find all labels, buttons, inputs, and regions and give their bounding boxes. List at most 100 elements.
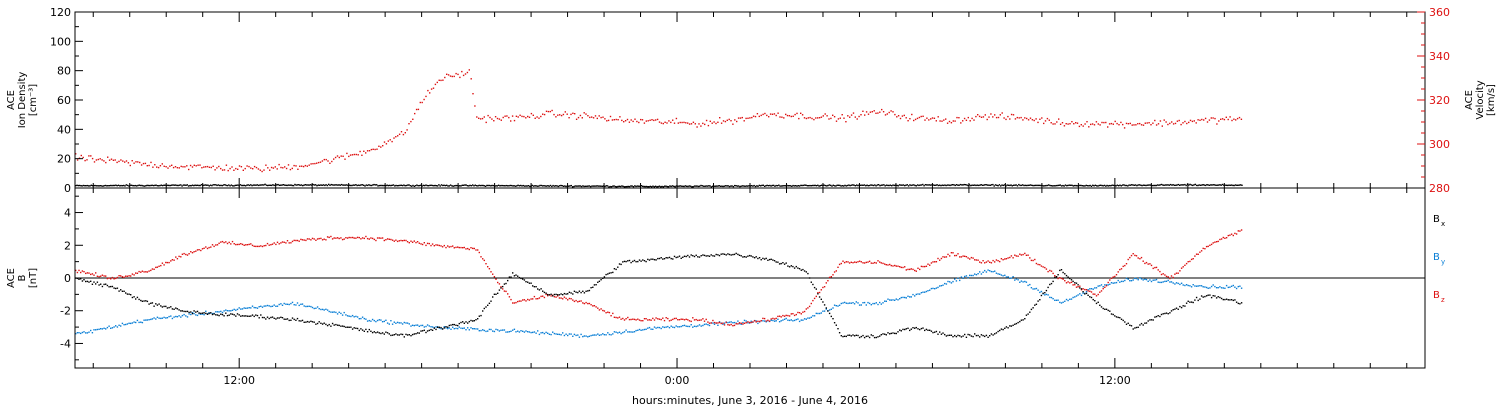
density-series-point xyxy=(1215,184,1217,186)
by-series-point xyxy=(1117,279,1119,282)
density-series-point xyxy=(532,185,535,187)
bx-series-point xyxy=(293,318,295,321)
density-series-point xyxy=(831,185,833,187)
bz-series-point xyxy=(208,246,210,249)
by-series-point xyxy=(944,282,946,285)
velocity-series-point xyxy=(331,160,333,163)
bz-series-point xyxy=(1027,254,1029,256)
bx-series-point xyxy=(715,253,717,256)
by-series-point xyxy=(567,334,569,337)
by-series-point xyxy=(1112,282,1114,284)
bz-series-point xyxy=(1115,274,1118,276)
bz-series-point xyxy=(343,238,345,240)
by-series-point xyxy=(273,304,275,306)
by-series-point xyxy=(994,270,996,272)
velocity-series-point xyxy=(1238,116,1241,119)
by-series-point xyxy=(833,304,836,306)
velocity-series-point xyxy=(391,140,393,143)
velocity-series-point xyxy=(184,166,186,168)
bz-series-point xyxy=(793,314,796,317)
bx-series-point xyxy=(1162,313,1164,315)
bz-series-point xyxy=(155,266,157,269)
by-series-point xyxy=(1212,284,1214,286)
velocity-series-point xyxy=(549,110,551,113)
density-series-point xyxy=(913,184,915,186)
velocity-series-point xyxy=(1127,123,1130,125)
bz-series-point xyxy=(457,246,459,248)
by-series-point xyxy=(952,280,954,283)
bz-series-point xyxy=(1210,243,1213,246)
density-series-point xyxy=(152,184,155,187)
density-tick-label: 120 xyxy=(50,6,71,19)
density-series-point xyxy=(1173,184,1176,186)
bx-series-point xyxy=(80,278,82,280)
velocity-series-point xyxy=(1037,121,1039,124)
bz-series-point xyxy=(245,244,247,246)
velocity-series-point xyxy=(1165,121,1167,123)
bx-series-point xyxy=(176,308,179,310)
density-series-point xyxy=(465,184,467,186)
by-series-point xyxy=(246,307,249,309)
bz-series-point xyxy=(760,320,762,322)
bz-series-point xyxy=(728,324,731,326)
density-series-point xyxy=(350,184,352,187)
by-series-point xyxy=(203,314,205,316)
bz-series-point xyxy=(547,295,549,297)
bx-series-point xyxy=(85,280,87,283)
bz-series-point xyxy=(890,264,892,267)
bz-series-point xyxy=(712,319,714,322)
bx-series-point xyxy=(692,255,694,257)
bx-series-point xyxy=(311,321,314,323)
density-series-point xyxy=(590,185,592,188)
velocity-series-point xyxy=(796,112,798,115)
density-series-point xyxy=(1055,184,1058,187)
density-series-point xyxy=(187,185,190,187)
velocity-series-point xyxy=(410,120,412,123)
density-series-point xyxy=(1037,184,1039,187)
bx-series-point xyxy=(984,335,986,338)
density-series-point xyxy=(1108,184,1111,187)
bz-series-point xyxy=(1047,270,1049,273)
bx-series-point xyxy=(979,336,981,338)
bz-series-point xyxy=(1085,289,1088,291)
velocity-series-point xyxy=(502,116,504,119)
density-series-point xyxy=(1208,184,1211,186)
velocity-series-point xyxy=(1118,124,1120,126)
velocity-series-point xyxy=(709,120,711,122)
velocity-series-point xyxy=(440,79,442,82)
bx-series-point xyxy=(256,314,259,317)
by-series-point xyxy=(817,312,819,315)
bz-series-point xyxy=(420,243,422,245)
by-series-point xyxy=(505,331,507,333)
bz-series-point xyxy=(413,240,415,242)
density-series-point xyxy=(666,185,668,188)
velocity-series-point xyxy=(1212,117,1214,119)
bz-series-point xyxy=(590,304,592,306)
bx-series-point xyxy=(350,326,352,328)
bz-series-point xyxy=(1185,262,1188,265)
velocity-series-point xyxy=(623,121,625,123)
bx-series-point xyxy=(548,294,551,296)
bx-series-point xyxy=(396,334,399,336)
velocity-series-point xyxy=(1007,115,1009,118)
bz-series-point xyxy=(902,266,904,269)
bx-series-point xyxy=(1042,292,1044,294)
by-series-point xyxy=(306,305,309,308)
by-series-point xyxy=(253,306,255,309)
velocity-series-point xyxy=(210,166,212,169)
density-series-point xyxy=(665,185,667,187)
by-series-point xyxy=(373,319,375,322)
density-series-point xyxy=(102,185,104,187)
velocity-series-point xyxy=(1131,124,1133,126)
density-series-point xyxy=(673,185,675,187)
velocity-series-point xyxy=(444,76,446,79)
bz-series-point xyxy=(1079,285,1081,287)
density-tick-label: 40 xyxy=(57,123,71,136)
bz-series-point xyxy=(296,239,299,242)
by-series-point xyxy=(101,328,104,330)
density-series-point xyxy=(940,184,942,187)
bz-series-point xyxy=(612,312,614,315)
bx-series-point xyxy=(1084,293,1086,295)
density-series-point xyxy=(902,184,905,186)
by-series-point xyxy=(1140,278,1143,280)
